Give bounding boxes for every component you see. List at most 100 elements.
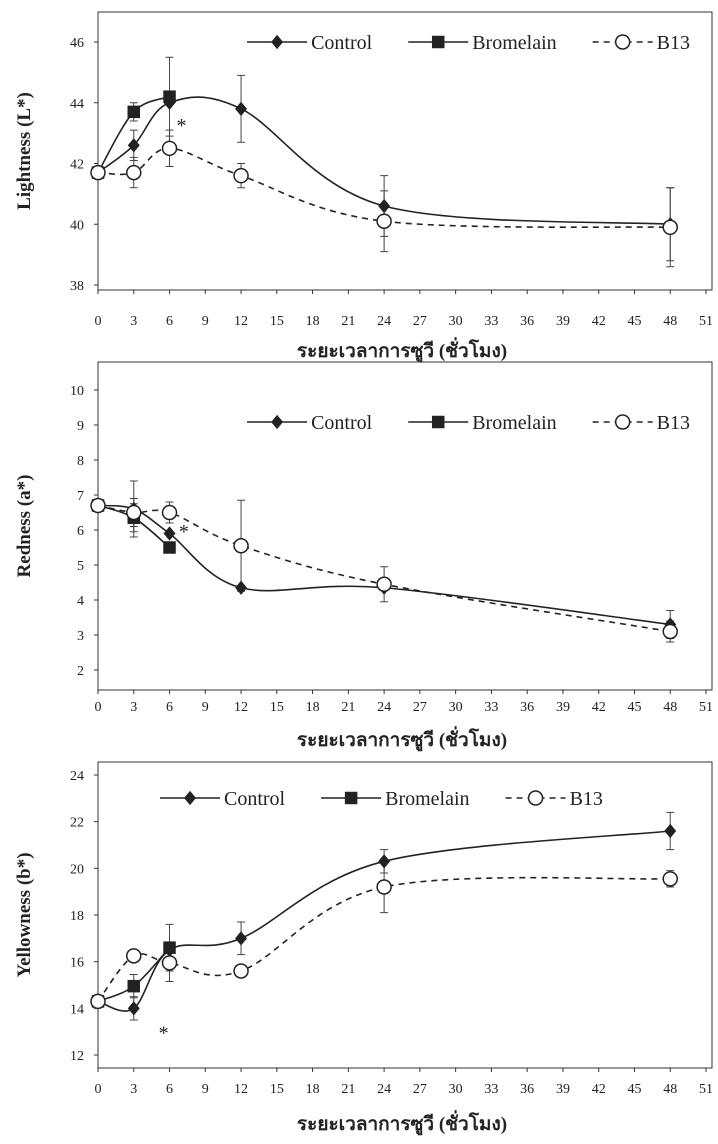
legend-label: Control xyxy=(311,32,373,54)
x-tick-label: 48 xyxy=(663,700,677,715)
marker xyxy=(234,964,248,978)
legend-label: B13 xyxy=(657,412,690,434)
x-tick-label: 18 xyxy=(306,700,320,715)
y-tick-label: 6 xyxy=(77,524,84,539)
x-tick-label: 51 xyxy=(699,314,713,329)
x-tick-label: 15 xyxy=(270,1082,284,1097)
legend-label: Control xyxy=(311,412,373,434)
x-tick-label: 33 xyxy=(484,314,498,329)
legend-marker xyxy=(616,415,630,429)
marker xyxy=(127,506,141,520)
x-tick-label: 0 xyxy=(95,314,102,329)
y-tick-label: 2 xyxy=(77,664,84,679)
marker xyxy=(379,200,389,212)
marker xyxy=(379,855,389,867)
legend-marker xyxy=(346,793,357,804)
legend-label: B13 xyxy=(570,788,603,810)
y-tick-label: 42 xyxy=(70,158,84,173)
y-tick-label: 38 xyxy=(70,279,84,294)
x-tick-label: 15 xyxy=(270,700,284,715)
y-tick-label: 10 xyxy=(70,384,84,399)
y-tick-label: 14 xyxy=(70,1002,84,1017)
marker xyxy=(377,880,391,894)
x-tick-label: 45 xyxy=(627,1082,641,1097)
legend-marker xyxy=(529,791,543,805)
x-tick-label: 12 xyxy=(234,700,248,715)
marker xyxy=(127,949,141,963)
y-tick-label: 7 xyxy=(77,489,84,504)
annotation: * xyxy=(176,115,186,137)
x-tick-label: 51 xyxy=(699,700,713,715)
x-tick-label: 27 xyxy=(413,314,427,329)
plot-frame xyxy=(98,362,712,690)
marker xyxy=(91,499,105,513)
marker xyxy=(163,506,177,520)
y-tick-label: 8 xyxy=(77,454,84,469)
x-tick-label: 27 xyxy=(413,1082,427,1097)
x-tick-label: 42 xyxy=(592,700,606,715)
marker xyxy=(127,166,141,180)
legend: Control Bromelain B13 xyxy=(160,788,603,810)
annotation: * xyxy=(179,521,189,543)
legend-marker xyxy=(433,417,444,428)
y-tick-label: 46 xyxy=(70,36,84,51)
x-tick-label: 51 xyxy=(699,1082,713,1097)
y-tick-label: 12 xyxy=(70,1049,84,1064)
y-tick-label: 9 xyxy=(77,419,84,434)
marker xyxy=(377,577,391,591)
legend-label: Bromelain xyxy=(385,788,469,810)
x-tick-label: 48 xyxy=(663,314,677,329)
legend-marker xyxy=(272,416,282,428)
x-tick-label: 3 xyxy=(130,314,137,329)
marker xyxy=(164,542,175,553)
marker xyxy=(665,825,675,837)
y-tick-label: 3 xyxy=(77,629,84,644)
x-tick-label: 9 xyxy=(202,700,209,715)
y-tick-label: 44 xyxy=(70,97,84,112)
x-tick-label: 3 xyxy=(130,1082,137,1097)
figure: 3840424446036912151821242730333639424548… xyxy=(0,0,718,1144)
x-tick-label: 48 xyxy=(663,1082,677,1097)
marker xyxy=(165,528,175,540)
y-tick-label: 40 xyxy=(70,218,84,233)
marker xyxy=(164,91,175,102)
y-tick-label: 5 xyxy=(77,559,84,574)
x-tick-label: 33 xyxy=(484,1082,498,1097)
x-tick-label: 42 xyxy=(592,1082,606,1097)
x-tick-label: 24 xyxy=(377,1082,391,1097)
x-tick-label: 27 xyxy=(413,700,427,715)
marker xyxy=(234,539,248,553)
x-tick-label: 24 xyxy=(377,700,391,715)
marker xyxy=(236,932,246,944)
x-tick-label: 36 xyxy=(520,700,534,715)
x-tick-label: 30 xyxy=(449,700,463,715)
x-tick-label: 30 xyxy=(449,1082,463,1097)
x-tick-label: 18 xyxy=(306,1082,320,1097)
x-tick-label: 36 xyxy=(520,1082,534,1097)
x-tick-label: 0 xyxy=(95,1082,102,1097)
y-axis-title: Lightness (L*) xyxy=(14,92,35,210)
x-tick-label: 0 xyxy=(95,700,102,715)
y-tick-label: 22 xyxy=(70,816,84,831)
marker xyxy=(663,220,677,234)
x-tick-label: 30 xyxy=(449,314,463,329)
legend-marker xyxy=(616,35,630,49)
x-tick-label: 45 xyxy=(627,700,641,715)
legend-marker xyxy=(272,36,282,48)
x-tick-label: 12 xyxy=(234,1082,248,1097)
annotation: * xyxy=(159,1023,169,1045)
x-tick-label: 9 xyxy=(202,314,209,329)
y-tick-label: 20 xyxy=(70,862,84,877)
x-tick-label: 33 xyxy=(484,700,498,715)
marker xyxy=(663,872,677,886)
marker xyxy=(128,106,139,117)
marker xyxy=(234,169,248,183)
marker xyxy=(91,994,105,1008)
y-tick-label: 18 xyxy=(70,909,84,924)
x-tick-label: 39 xyxy=(556,700,570,715)
legend-label: Control xyxy=(224,788,286,810)
marker xyxy=(91,166,105,180)
x-tick-label: 6 xyxy=(166,1082,173,1097)
